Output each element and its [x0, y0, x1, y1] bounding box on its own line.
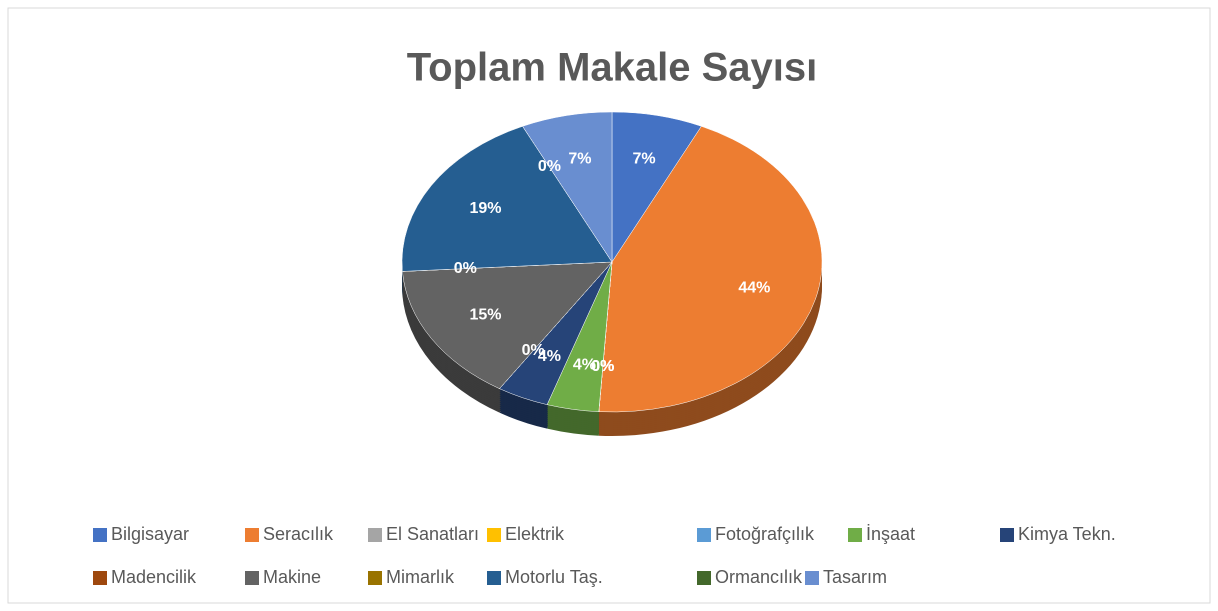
data-label: 4%: [573, 356, 596, 373]
legend-swatch: [697, 528, 711, 542]
legend-label: Fotoğrafçılık: [715, 524, 815, 544]
data-label: 19%: [469, 200, 501, 217]
slice: [402, 261, 613, 389]
legend-swatch: [697, 571, 711, 585]
data-label: 7%: [568, 151, 591, 168]
data-label: 0%: [591, 358, 614, 375]
legend-swatch: [245, 528, 259, 542]
legend-label: Tasarım: [823, 567, 887, 587]
legend-label: Madencilik: [111, 567, 197, 587]
legend-label: Elektrik: [505, 524, 565, 544]
data-label: 0%: [454, 260, 477, 277]
chart-title: Toplam Makale Sayısı: [407, 46, 818, 90]
legend-swatch: [805, 571, 819, 585]
data-label: 4%: [538, 348, 561, 365]
data-label: 0%: [522, 342, 545, 359]
data-label: 0%: [591, 358, 614, 375]
data-label: 7%: [633, 151, 656, 168]
legend-swatch: [1000, 528, 1014, 542]
legend-label: El Sanatları: [386, 524, 479, 544]
slice: [401, 125, 613, 272]
data-label: 15%: [469, 307, 501, 324]
legend-label: Ormancılık: [715, 567, 803, 587]
legend-label: Seracılık: [263, 524, 334, 544]
legend-swatch: [93, 571, 107, 585]
legend-swatch: [848, 528, 862, 542]
legend-swatch: [487, 528, 501, 542]
legend-swatch: [487, 571, 501, 585]
legend-swatch: [368, 571, 382, 585]
data-label: 0%: [591, 358, 614, 375]
legend-swatch: [93, 528, 107, 542]
legend-label: Motorlu Taş.: [505, 567, 603, 587]
legend-label: Bilgisayar: [111, 524, 189, 544]
legend-swatch: [245, 571, 259, 585]
data-label: 44%: [738, 279, 770, 296]
slice: [522, 111, 613, 263]
slice: [598, 125, 823, 413]
legend-label: Makine: [263, 567, 321, 587]
legend-label: Kimya Tekn.: [1018, 524, 1116, 544]
data-label: 0%: [538, 158, 561, 175]
legend-swatch: [368, 528, 382, 542]
legend-label: İnşaat: [866, 524, 915, 544]
legend-label: Mimarlık: [386, 567, 455, 587]
